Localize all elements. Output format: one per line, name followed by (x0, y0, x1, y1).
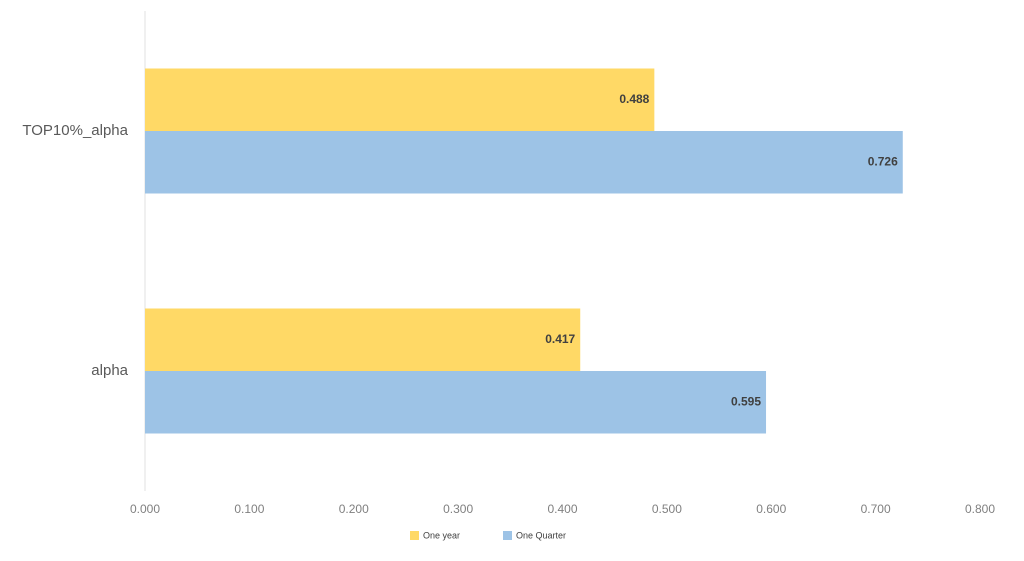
x-tick-label: 0.800 (965, 502, 995, 516)
bar (145, 371, 767, 434)
x-tick-label: 0.700 (861, 502, 891, 516)
legend-label: One Quarter (516, 530, 566, 540)
x-tick-label: 0.200 (339, 502, 369, 516)
x-tick-label: 0.100 (234, 502, 264, 516)
data-label: 0.726 (868, 154, 898, 168)
data-label: 0.417 (545, 332, 575, 346)
x-tick-label: 0.000 (130, 502, 160, 516)
bar (145, 131, 903, 194)
legend-swatch (410, 531, 419, 540)
data-label: 0.488 (619, 92, 649, 106)
x-tick-label: 0.400 (547, 502, 577, 516)
bar (145, 68, 655, 131)
y-tick-label: alpha (91, 362, 128, 379)
legend-label: One year (423, 530, 460, 540)
x-tick-label: 0.500 (652, 502, 682, 516)
data-label: 0.595 (731, 394, 761, 408)
x-tick-label: 0.600 (756, 502, 786, 516)
bar (145, 308, 581, 371)
y-tick-label: TOP10%_alpha (22, 122, 128, 139)
x-tick-label: 0.300 (443, 502, 473, 516)
legend-swatch (503, 531, 512, 540)
